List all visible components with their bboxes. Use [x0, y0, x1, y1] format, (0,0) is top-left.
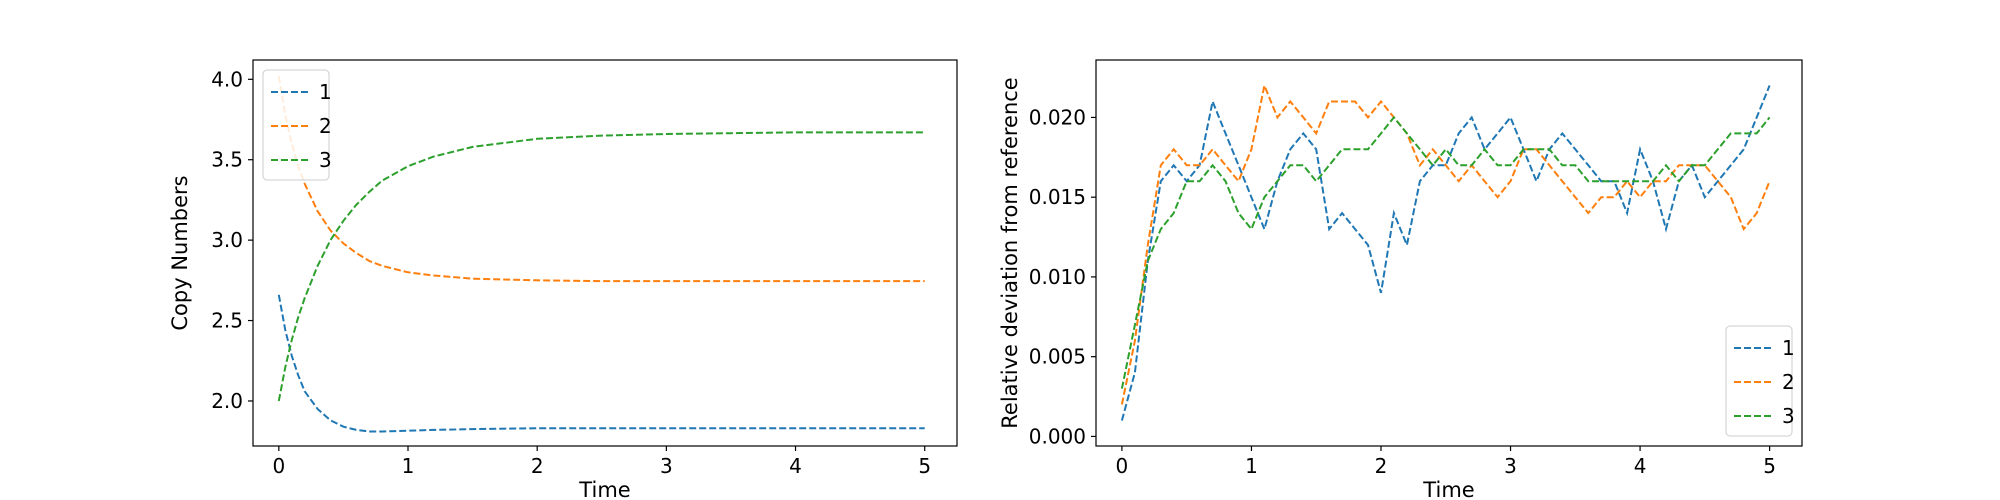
- x-tick-label: 2: [531, 454, 544, 478]
- legend-label: 3: [319, 148, 332, 172]
- y-tick-label: 0.000: [1029, 424, 1086, 448]
- legend-label: 1: [319, 80, 332, 104]
- y-tick-label: 3.0: [211, 228, 243, 252]
- plot-frame: [1095, 59, 1803, 447]
- series-line-3: [1120, 115, 1771, 389]
- y-tick-label: 0.005: [1029, 345, 1086, 369]
- x-tick-label: 0: [272, 454, 285, 478]
- y-tick-label: 0.010: [1029, 265, 1086, 289]
- series-line-1: [277, 294, 925, 433]
- x-tick-label: 4: [789, 454, 802, 478]
- y-tick-label: 3.5: [211, 148, 243, 172]
- legend: 1 2 3: [262, 69, 332, 181]
- y-tick-label: 2.0: [211, 389, 243, 413]
- x-tick-label: 3: [1504, 454, 1517, 478]
- y-tick-label: 4.0: [211, 67, 243, 91]
- x-tick-label: 0: [1116, 454, 1129, 478]
- x-tick-label: 4: [1634, 454, 1647, 478]
- y-tick-label: 2.5: [211, 309, 243, 333]
- plot-frame: [252, 59, 958, 447]
- y-axis-label: Relative deviation from reference: [998, 77, 1022, 428]
- series-line-1: [1120, 85, 1771, 421]
- legend-label: 2: [319, 114, 332, 138]
- x-axis-label: Time: [1422, 478, 1474, 500]
- x-tick-label: 1: [1245, 454, 1258, 478]
- series-line-2: [277, 75, 925, 283]
- series-line-2: [1120, 82, 1771, 405]
- x-axis-label: Time: [578, 478, 630, 500]
- legend-label: 3: [1782, 404, 1795, 428]
- legend-label: 1: [1782, 336, 1795, 360]
- legend: 1 2 3: [1725, 325, 1795, 437]
- chart-panel-2: 0 1 2 3 4 5 0.000 0.005 0.010 0.015 0.020 Time Relat…: [998, 59, 1803, 500]
- y-tick-label: 0.015: [1029, 185, 1086, 209]
- series-line-3: [277, 131, 925, 402]
- legend-label: 2: [1782, 370, 1795, 394]
- x-tick-label: 3: [660, 454, 673, 478]
- x-tick-label: 5: [918, 454, 931, 478]
- x-tick-label: 5: [1763, 454, 1776, 478]
- x-tick-label: 1: [402, 454, 415, 478]
- chart-panel-1: 0 1 2 3 4 5 2.0 2.5 3.0 3.5 4.0 Time Copy Numbers 1 2 3: [168, 59, 958, 500]
- x-tick-label: 2: [1375, 454, 1388, 478]
- y-axis-label: Copy Numbers: [168, 175, 192, 330]
- y-tick-label: 0.020: [1029, 105, 1086, 129]
